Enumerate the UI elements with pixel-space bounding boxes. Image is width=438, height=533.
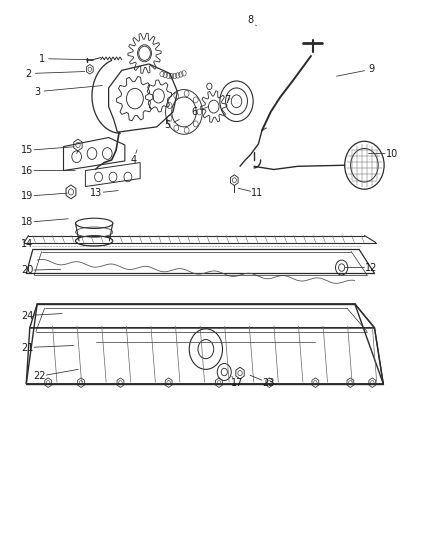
Text: 15: 15: [21, 146, 33, 155]
Text: 18: 18: [21, 217, 33, 227]
Text: 3: 3: [34, 87, 40, 96]
Text: 9: 9: [368, 64, 374, 74]
Text: 14: 14: [21, 239, 33, 248]
Text: 21: 21: [21, 343, 33, 352]
Text: 6: 6: [192, 107, 198, 117]
Text: 2: 2: [25, 69, 32, 78]
Text: 17: 17: [231, 378, 244, 387]
Text: 8: 8: [247, 15, 254, 25]
Text: 19: 19: [21, 191, 33, 201]
Text: 4: 4: [131, 155, 137, 165]
Text: 5: 5: [164, 120, 170, 130]
Text: 24: 24: [21, 311, 33, 320]
Text: 23: 23: [262, 378, 274, 387]
Text: 1: 1: [39, 54, 45, 63]
Text: 13: 13: [90, 188, 102, 198]
Text: 16: 16: [21, 166, 33, 175]
Text: 11: 11: [251, 188, 264, 198]
Text: 7: 7: [225, 95, 231, 105]
Text: 20: 20: [21, 265, 33, 275]
Text: 10: 10: [386, 149, 398, 158]
Text: 12: 12: [365, 263, 378, 272]
Text: 22: 22: [33, 372, 46, 381]
